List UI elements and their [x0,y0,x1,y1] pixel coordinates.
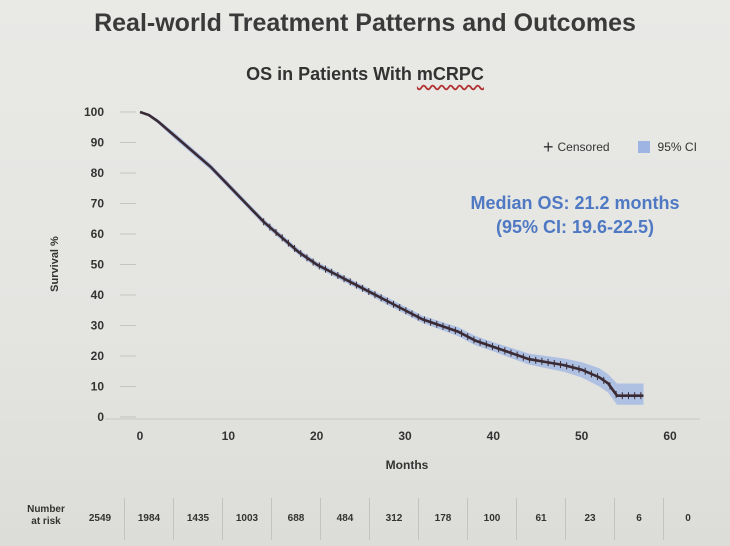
risk-cell: 1003 [222,498,271,540]
y-tick-label: 50 [91,258,105,272]
y-tick-label: 60 [91,227,105,241]
y-tick-label: 70 [91,197,105,211]
chart-title-prefix: OS in Patients With [246,64,417,84]
risk-label-line1: Number [27,504,65,515]
x-tick-label: 50 [575,429,589,443]
y-tick-label: 30 [91,319,105,333]
y-axis-label: Survival % [49,236,61,292]
risk-cell: 2549 [88,513,112,524]
x-tick-label: 20 [310,429,324,443]
y-tick-label: 0 [97,410,104,424]
x-tick-label: 60 [663,429,677,443]
y-tick-label: 20 [91,349,105,363]
y-tick-label: 10 [91,380,105,394]
risk-cell: 100 [467,498,516,540]
chart-title: OS in Patients With mCRPC [0,64,730,85]
survival-curve [139,110,644,397]
x-tick-label: 0 [137,429,144,443]
risk-cell: 312 [369,498,418,540]
x-tick-label: 10 [222,429,236,443]
x-axis-label: Months [386,458,429,472]
risk-table: 2549 1984 1435 1003 688 484 312 178 100 61 23 6 0 [76,498,712,540]
risk-cell: 6 [614,498,663,540]
risk-cell: 0 [663,498,712,540]
x-axis: 0 10 20 30 40 50 60 [137,429,677,443]
legend-ci-label: 95% CI [657,140,697,154]
y-tick-label: 100 [84,105,104,119]
censor-marks [263,218,642,400]
risk-cell: 1984 [124,498,173,540]
risk-table-label: Number at risk [22,504,70,528]
x-tick-label: 30 [398,429,412,443]
median-ci: (95% CI: 19.6-22.5) [495,217,655,237]
legend: + Censored 95% CI [543,137,697,157]
censored-marker-icon: + [543,137,554,157]
ci-band [140,112,644,405]
slide-title: Real-world Treatment Patterns and Outcom… [94,9,636,37]
risk-cell: 688 [271,498,320,540]
chart-title-abbr: mCRPC [416,64,484,84]
y-tick-label: 80 [91,166,105,180]
risk-cell: 61 [516,498,565,540]
risk-cell: 23 [565,498,614,540]
risk-cell: 484 [320,498,369,540]
y-tick-label: 90 [91,136,105,150]
risk-cell: 178 [418,498,467,540]
y-tick-label: 40 [91,288,105,302]
median-os: Median OS: 21.2 months [470,193,680,213]
median-annotation: Median OS: 21.2 months (95% CI: 19.6-22.… [440,191,710,239]
legend-censored-label: Censored [557,140,610,154]
y-axis: 0 10 20 30 40 50 60 70 80 90 100 [84,105,136,424]
risk-label-line2: at risk [31,516,61,527]
risk-cell: 1435 [173,498,222,540]
ci-swatch-icon [637,141,650,153]
x-tick-label: 40 [487,429,501,443]
